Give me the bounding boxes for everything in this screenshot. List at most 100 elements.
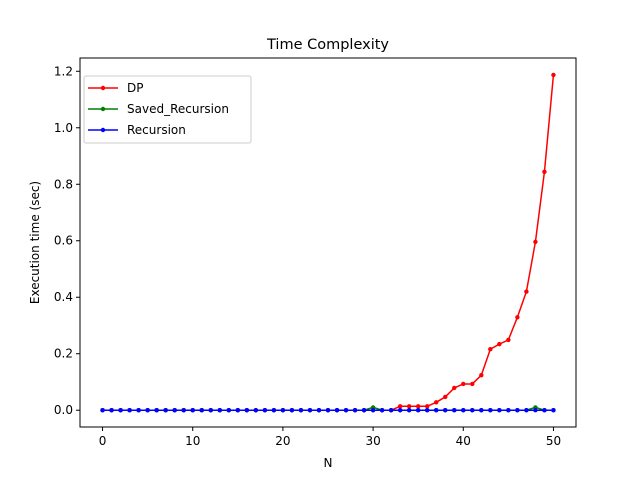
data-point-recursion bbox=[551, 408, 556, 413]
y-axis-label: Execution time (sec) bbox=[28, 181, 42, 304]
data-point-dp bbox=[452, 385, 457, 391]
data-point-recursion bbox=[461, 408, 466, 413]
series-recursion bbox=[100, 408, 556, 413]
data-point-recursion bbox=[244, 408, 250, 413]
legend-label-saved-recursion: Saved_Recursion bbox=[127, 102, 229, 116]
data-point-recursion bbox=[163, 408, 168, 413]
legend-marker-recursion bbox=[100, 127, 106, 133]
data-point-dp bbox=[470, 381, 475, 387]
plot-frame bbox=[79, 57, 577, 428]
data-point-recursion bbox=[172, 408, 177, 413]
data-point-dp bbox=[406, 404, 412, 409]
data-point-recursion bbox=[470, 408, 475, 413]
data-point-recursion bbox=[181, 408, 186, 413]
plot-area bbox=[79, 57, 577, 428]
data-point-dp bbox=[425, 404, 430, 409]
x-axis-label: N bbox=[324, 456, 333, 470]
data-point-recursion bbox=[136, 408, 141, 413]
data-point-dp bbox=[434, 400, 439, 405]
data-point-recursion bbox=[307, 408, 313, 413]
legend-box bbox=[83, 75, 252, 144]
data-point-recursion bbox=[533, 408, 538, 413]
data-point-recursion bbox=[388, 408, 394, 413]
y-tick-label: 0.6 bbox=[54, 234, 73, 248]
data-point-dp bbox=[533, 239, 538, 245]
y-tick-label: 0.2 bbox=[54, 347, 73, 361]
data-point-recursion bbox=[154, 408, 159, 413]
x-tick-label: 40 bbox=[456, 434, 471, 448]
legend-marker-dp bbox=[100, 85, 106, 91]
data-point-recursion bbox=[280, 408, 286, 413]
data-point-dp bbox=[461, 381, 466, 387]
data-point-recursion bbox=[190, 408, 195, 413]
data-point-recursion bbox=[515, 408, 520, 413]
data-point-recursion bbox=[325, 408, 331, 413]
data-point-recursion bbox=[199, 408, 204, 413]
data-point-dp bbox=[443, 394, 448, 400]
x-tick-label: 50 bbox=[546, 434, 561, 448]
data-point-recursion bbox=[497, 408, 502, 413]
y-tick-label: 0.0 bbox=[54, 403, 73, 417]
data-point-recursion bbox=[298, 408, 304, 413]
data-point-recursion bbox=[334, 408, 340, 413]
data-point-recursion bbox=[235, 408, 241, 413]
data-point-recursion bbox=[127, 408, 132, 413]
data-point-recursion bbox=[361, 408, 367, 413]
x-tick-label: 0 bbox=[99, 434, 107, 448]
data-point-recursion bbox=[343, 408, 349, 413]
data-point-recursion bbox=[542, 408, 547, 413]
data-point-recursion bbox=[370, 408, 376, 413]
data-point-recursion bbox=[415, 408, 421, 413]
series-layer bbox=[100, 72, 556, 413]
legend-label-recursion: Recursion bbox=[127, 123, 186, 137]
data-point-dp bbox=[515, 315, 520, 320]
data-point-recursion bbox=[506, 408, 511, 413]
data-point-recursion bbox=[253, 408, 259, 413]
data-point-recursion bbox=[479, 408, 484, 413]
data-point-dp bbox=[479, 372, 484, 378]
x-tick-label: 10 bbox=[185, 434, 200, 448]
data-point-recursion bbox=[289, 408, 295, 413]
data-point-dp bbox=[397, 404, 403, 409]
data-point-recursion bbox=[145, 408, 150, 413]
data-point-recursion bbox=[434, 408, 439, 413]
data-point-recursion bbox=[524, 408, 529, 413]
data-point-dp bbox=[488, 347, 493, 352]
data-point-recursion bbox=[379, 408, 385, 413]
data-point-recursion bbox=[316, 408, 322, 413]
data-point-recursion bbox=[118, 408, 123, 413]
data-point-recursion bbox=[352, 408, 358, 413]
data-point-dp bbox=[497, 341, 502, 347]
data-point-recursion bbox=[452, 408, 457, 413]
legend: DP Saved_Recursion Recursion bbox=[83, 75, 252, 144]
y-tick-label: 1.0 bbox=[54, 121, 73, 135]
data-point-dp bbox=[551, 72, 556, 78]
data-point-recursion bbox=[217, 408, 222, 413]
data-point-dp bbox=[542, 169, 547, 175]
y-tick-label: 1.2 bbox=[54, 64, 73, 78]
x-tick-label: 30 bbox=[365, 434, 380, 448]
y-tick-label: 0.8 bbox=[54, 177, 73, 191]
data-point-recursion bbox=[109, 408, 114, 413]
chart-title: Time Complexity bbox=[266, 37, 389, 53]
data-point-recursion bbox=[488, 408, 493, 413]
x-tick-label: 20 bbox=[275, 434, 290, 448]
y-tick-label: 0.4 bbox=[54, 290, 73, 304]
data-point-recursion bbox=[397, 408, 403, 413]
y-axis: 0.0 0.2 0.4 0.6 0.8 1.0 1.2 bbox=[54, 64, 80, 417]
data-point-recursion bbox=[406, 408, 412, 413]
data-point-dp bbox=[524, 289, 529, 294]
data-point-recursion bbox=[271, 408, 277, 413]
data-point-recursion bbox=[262, 408, 268, 413]
data-point-recursion bbox=[208, 408, 213, 413]
legend-label-dp: DP bbox=[127, 81, 143, 95]
data-point-recursion bbox=[425, 408, 430, 413]
data-point-recursion bbox=[226, 408, 231, 413]
legend-marker-saved-recursion bbox=[100, 106, 106, 112]
data-point-dp bbox=[506, 337, 511, 343]
data-point-recursion bbox=[443, 408, 448, 413]
x-axis: 0 10 20 30 40 50 bbox=[99, 427, 561, 448]
data-point-dp bbox=[415, 404, 421, 409]
data-point-recursion bbox=[100, 408, 105, 413]
